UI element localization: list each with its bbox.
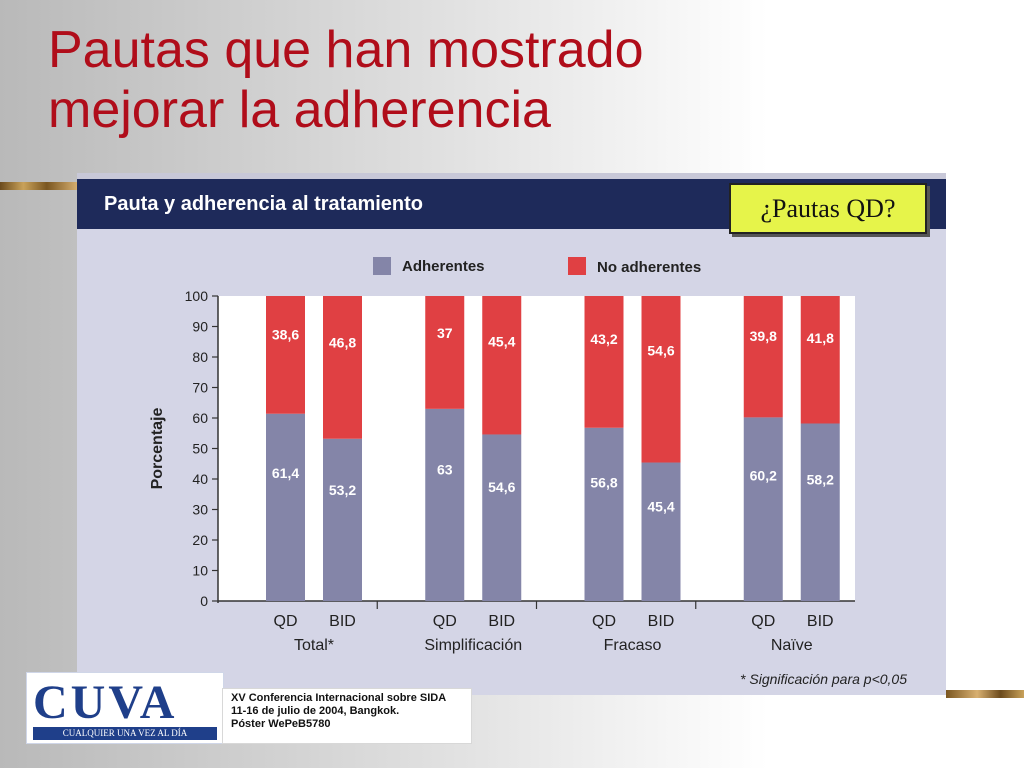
- x-tick-label: BID: [648, 613, 675, 630]
- y-tick-label: 0: [200, 593, 208, 609]
- x-group-label: Naïve: [771, 637, 813, 654]
- figure-footnote: * Significación para p<0,05: [740, 671, 907, 687]
- x-tick-label: BID: [807, 613, 834, 630]
- x-group-label: Simplificación: [424, 637, 522, 654]
- y-tick-label: 90: [192, 319, 208, 335]
- data-label-adherentes: 53,2: [329, 482, 356, 498]
- callout-text: ¿Pautas QD?: [760, 193, 896, 223]
- y-axis-label: Porcentaje: [149, 407, 166, 489]
- legend-swatch-adherentes: [373, 257, 391, 275]
- data-label-adherentes: 56,8: [590, 474, 617, 490]
- decorative-bar-right: [946, 690, 1024, 698]
- data-label-no-adherentes: 38,6: [272, 327, 299, 343]
- x-tick-label: QD: [751, 613, 775, 630]
- bar-no-adherentes: [641, 296, 681, 463]
- y-tick-label: 100: [185, 288, 209, 304]
- title-line-1: Pautas que han mostrado: [48, 21, 644, 79]
- data-label-no-adherentes: 46,8: [329, 335, 356, 351]
- bar-no-adherentes: [323, 296, 362, 439]
- figure-title: Pauta y adherencia al tratamiento: [104, 193, 424, 215]
- bar-adherentes: [266, 413, 305, 601]
- data-label-adherentes: 54,6: [488, 479, 515, 495]
- title-line-2: mejorar la adherencia: [48, 81, 551, 139]
- y-tick-label: 40: [192, 471, 208, 487]
- cuva-logo: CUVA CUALQUIER UNA VEZ AL DÍA: [26, 672, 224, 744]
- data-label-no-adherentes: 43,2: [590, 331, 617, 347]
- bar-adherentes: [323, 438, 362, 601]
- bar-no-adherentes: [584, 296, 624, 428]
- logo-wordmark: CUVA: [33, 676, 178, 729]
- legend-swatch-no-adherentes: [568, 257, 586, 275]
- bar-adherentes: [584, 427, 624, 601]
- y-tick-label: 60: [192, 410, 208, 426]
- data-label-adherentes: 58,2: [807, 472, 834, 488]
- y-tick-label: 30: [192, 502, 208, 518]
- conference-line-2: 11-16 de julio de 2004, Bangkok.: [231, 705, 400, 717]
- legend-label-no-adherentes: No adherentes: [597, 259, 701, 276]
- data-label-no-adherentes: 39,8: [750, 328, 777, 344]
- data-label-adherentes: 61,4: [272, 465, 299, 481]
- y-tick-label: 80: [192, 349, 208, 365]
- y-tick-label: 70: [192, 380, 208, 396]
- data-label-no-adherentes: 54,6: [647, 342, 674, 358]
- bar-no-adherentes: [743, 296, 783, 418]
- bar-no-adherentes: [266, 296, 305, 414]
- x-group-label: Fracaso: [604, 637, 662, 654]
- data-label-no-adherentes: 41,8: [807, 330, 834, 346]
- bar-no-adherentes: [800, 296, 840, 424]
- data-label-adherentes: 63: [437, 461, 453, 477]
- conference-line-1: XV Conferencia Internacional sobre SIDA: [231, 692, 447, 704]
- data-label-adherentes: 45,4: [647, 498, 674, 514]
- bar-adherentes: [641, 462, 681, 601]
- callout-box: ¿Pautas QD?: [729, 183, 927, 234]
- slide-title: Pautas que han mostrado mejorar la adher…: [48, 20, 948, 140]
- y-tick-label: 20: [192, 532, 208, 548]
- x-tick-label: QD: [433, 613, 457, 630]
- data-label-no-adherentes: 37: [437, 325, 453, 341]
- decorative-bar-left: [0, 182, 78, 190]
- x-group-label: Total*: [294, 637, 334, 654]
- bar-adherentes: [425, 408, 465, 601]
- bar-no-adherentes: [482, 296, 522, 435]
- x-tick-label: BID: [329, 613, 356, 630]
- legend-label-adherentes: Adherentes: [402, 258, 485, 275]
- bar-no-adherentes: [425, 296, 465, 409]
- y-tick-label: 10: [192, 563, 208, 579]
- data-label-no-adherentes: 45,4: [488, 333, 515, 349]
- x-tick-label: QD: [274, 613, 298, 630]
- x-tick-label: BID: [488, 613, 515, 630]
- conference-line-3: Póster WePeB5780: [231, 718, 331, 730]
- y-tick-label: 50: [192, 441, 208, 457]
- bar-adherentes: [482, 434, 522, 601]
- data-label-adherentes: 60,2: [750, 467, 777, 483]
- x-tick-label: QD: [592, 613, 616, 630]
- bar-adherentes: [800, 423, 840, 601]
- bar-adherentes: [743, 417, 783, 601]
- logo-tagline: CUALQUIER UNA VEZ AL DÍA: [33, 727, 217, 740]
- conference-info: XV Conferencia Internacional sobre SIDA …: [222, 688, 472, 744]
